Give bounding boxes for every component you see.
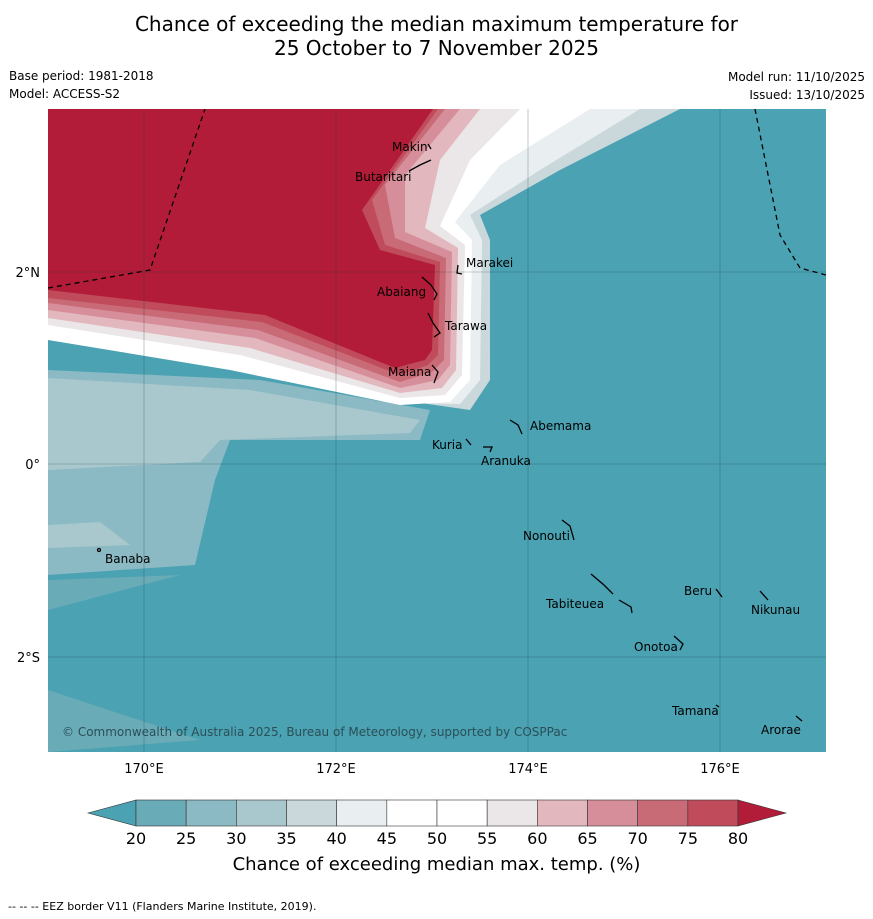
island-outlines [96, 143, 803, 722]
lon-label-176e: 176°E [700, 762, 740, 777]
colorbar-tick-label: 75 [677, 829, 698, 848]
island-label-kuria: Kuria [432, 438, 463, 452]
island-label-beru: Beru [684, 584, 712, 598]
lat-label-0: 0° [25, 458, 40, 473]
colorbar-segment [236, 799, 287, 827]
colorbar-segment [286, 799, 337, 827]
island-label-aranuka: Aranuka [481, 454, 531, 468]
island-label-abemama: Abemama [530, 419, 591, 433]
lat-label-2s: 2°S [17, 651, 40, 666]
chart-title-line-1: Chance of exceeding the median maximum t… [134, 12, 739, 36]
lon-label-170e: 170°E [124, 762, 164, 777]
island-label-abaiang: Abaiang [377, 285, 426, 299]
colorbar-segment [537, 799, 588, 827]
copyright-notice: © Commonwealth of Australia 2025, Bureau… [62, 725, 567, 739]
colorbar-tick-label: 80 [727, 829, 749, 848]
island-label-onotoa: Onotoa [634, 640, 678, 654]
colorbar-segment [637, 799, 689, 827]
model-run-date: Model run: 11/10/2025 [727, 70, 865, 84]
lat-label-2n: 2°N [16, 266, 41, 281]
eez-border [48, 109, 826, 289]
issued-date: Issued: 13/10/2025 [749, 88, 865, 102]
island-label-marakei: Marakei [466, 256, 513, 270]
colorbar [86, 799, 788, 827]
model-name: Model: ACCESS-S2 [9, 87, 121, 101]
lon-label-174e: 174°E [508, 762, 548, 777]
colorbar-segment [185, 799, 237, 827]
colorbar-low-extension [86, 799, 137, 827]
island-label-tabiteuea: Tabiteuea [545, 597, 604, 611]
island-label-nikunau: Nikunau [751, 603, 800, 617]
eez-legend-note: -- -- -- EEZ border V11 (Flanders Marine… [8, 900, 317, 913]
colorbar-tick-label: 55 [476, 829, 498, 848]
colorbar-segment [386, 799, 438, 827]
colorbar-tick-label: 50 [426, 829, 448, 848]
island-label-maiana: Maiana [388, 365, 431, 379]
island-label-makin: Makin [392, 140, 428, 154]
colorbar-segment [436, 799, 488, 827]
colorbar-tick-label: 35 [276, 829, 297, 848]
colorbar-segment [336, 799, 388, 827]
colorbar-tick-label: 65 [577, 829, 598, 848]
probability-contours: Makin Butaritari Marakei Abaiang Tarawa … [48, 109, 826, 752]
colorbar-title: Chance of exceeding median max. temp. (%… [232, 854, 641, 875]
chart-title-line-2: 25 October to 7 November 2025 [273, 36, 600, 60]
colorbar-high-extension [737, 799, 788, 827]
colorbar-segment [135, 799, 187, 827]
colorbar-tick-label: 45 [376, 829, 397, 848]
colorbar-tick-label: 30 [226, 829, 247, 848]
colorbar-tick-label: 60 [527, 829, 548, 848]
island-label-tamana: Tamana [671, 704, 719, 718]
island-label-banaba: Banaba [105, 552, 151, 566]
colorbar-segment [486, 799, 538, 827]
colorbar-segment [587, 799, 638, 827]
island-label-arorae: Arorae [761, 723, 801, 737]
island-label-nonouti: Nonouti [523, 529, 570, 543]
colorbar-segment [687, 799, 739, 827]
colorbar-tick-label: 40 [326, 829, 347, 848]
lon-label-172e: 172°E [316, 762, 356, 777]
colorbar-tick-label: 25 [175, 829, 197, 848]
colorbar-tick-label: 70 [627, 829, 648, 848]
island-label-butaritari: Butaritari [355, 170, 412, 184]
island-label-tarawa: Tarawa [444, 319, 487, 333]
base-period: Base period: 1981-2018 [9, 69, 154, 83]
colorbar-tick-label: 20 [125, 829, 147, 848]
